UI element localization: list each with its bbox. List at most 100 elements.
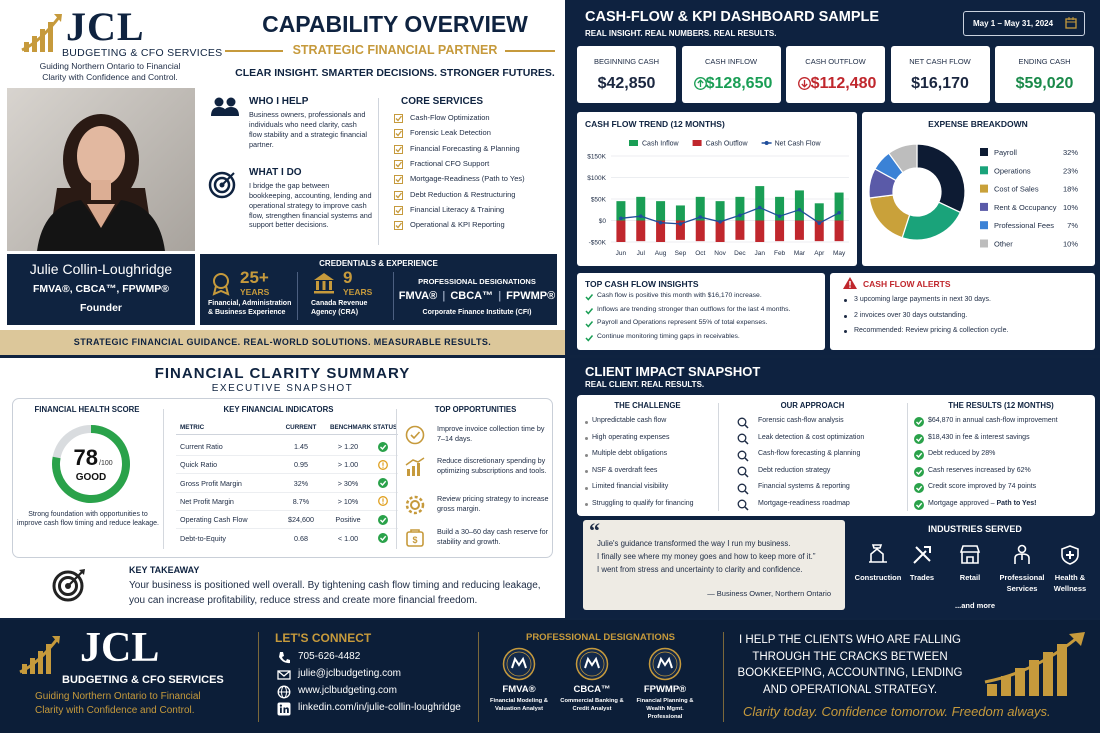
decoration — [394, 144, 403, 154]
decoration — [693, 77, 707, 90]
x-tick-label: Mar — [794, 250, 806, 257]
contact-icon — [277, 702, 291, 716]
decoration — [378, 514, 388, 525]
decoration — [869, 544, 887, 563]
approach-icon — [737, 466, 749, 478]
industry-label: Health & Wellness — [1053, 573, 1087, 593]
date-text: May 1 – May 31, 2024 — [973, 19, 1054, 28]
x-tick-label: Apr — [814, 250, 825, 257]
table-cell: $24,600 — [288, 515, 314, 525]
kpi-label: NET CASH FLOW — [909, 57, 971, 66]
warning-icon — [843, 277, 857, 289]
summary-title: FINANCIAL CLARITY SUMMARY — [154, 365, 411, 382]
dashboard-title: CASH-FLOW & KPI DASHBOARD SAMPLE — [585, 9, 880, 25]
decoration — [987, 684, 997, 696]
separator: | — [498, 290, 502, 302]
decoration — [1066, 551, 1074, 559]
column-header: BENCHMARK — [330, 424, 372, 431]
designation-desc: Financial Modeling & Valuation Analyst — [490, 698, 548, 712]
table-cell: > 1.00 — [337, 460, 359, 470]
slogan: Clarity today. Confidence tomorrow. Free… — [743, 704, 1051, 719]
legend-swatch — [980, 239, 988, 248]
value-label: 10% — [1063, 203, 1078, 212]
divider — [393, 272, 394, 320]
who-text: Business owners, professionals and indiv… — [249, 110, 368, 149]
pie-slice — [901, 201, 962, 241]
decoration — [1061, 545, 1079, 565]
legend-label: Cash Outflow — [706, 141, 749, 148]
insights-heading: TOP CASH FLOW INSIGHTS — [585, 279, 699, 289]
decoration — [208, 171, 236, 199]
divider — [907, 403, 908, 511]
alerts-heading: CASH FLOW ALERTS — [863, 279, 951, 289]
decoration — [405, 457, 425, 466]
decoration — [412, 466, 415, 476]
bar — [794, 190, 804, 221]
decoration — [394, 221, 403, 231]
result-item: Debt reduced by 28% — [928, 450, 996, 457]
result-bold: Path to Yes! — [996, 499, 1037, 507]
decoration — [737, 433, 747, 443]
decoration — [380, 444, 387, 450]
decoration — [283, 707, 289, 713]
checkbox-icon — [394, 159, 403, 169]
pie-slice — [916, 143, 966, 214]
decoration — [91, 180, 111, 200]
bar — [695, 220, 705, 242]
bar — [616, 220, 626, 242]
divider — [478, 632, 479, 722]
x-tick-label: Aug — [655, 250, 667, 257]
divider — [258, 632, 259, 722]
industry-icon — [959, 545, 981, 564]
value-label: 32% — [1063, 148, 1078, 157]
core-item: Financial Literacy & Training — [410, 204, 505, 214]
bullet — [585, 503, 588, 506]
opportunity-item: Reduce discretionary spending by optimiz… — [437, 456, 547, 475]
kpi-value: $59,020 — [1015, 75, 1074, 92]
x-tick-label: May — [833, 250, 846, 257]
contact-item: www.jclbudgeting.com — [298, 685, 397, 696]
bullet — [844, 314, 847, 318]
kpi-value: $112,480 — [810, 75, 877, 92]
bullet — [844, 299, 847, 302]
contact-item: julie@jclbudgeting.com — [298, 668, 401, 679]
legend-label: Cash Inflow — [642, 141, 680, 148]
legend-swatch — [629, 140, 638, 146]
x-tick-label: Dec — [734, 250, 746, 257]
who-heading: WHO I HELP — [249, 96, 309, 107]
decoration — [37, 200, 165, 251]
net-point — [817, 221, 822, 225]
logo-icon — [21, 14, 62, 52]
column-header: STATUS — [373, 424, 398, 431]
decoration — [506, 651, 532, 677]
challenge-item: High operating expenses — [592, 433, 670, 441]
cred-unit: YEARS — [240, 287, 270, 297]
decoration — [395, 146, 403, 153]
decoration — [382, 498, 384, 503]
x-tick-label: Nov — [714, 250, 726, 257]
challenge-item: Limited financial visibility — [592, 483, 669, 490]
decoration — [1065, 18, 1077, 29]
decoration — [52, 636, 60, 644]
decoration — [46, 644, 51, 674]
photo-figure — [37, 114, 165, 251]
net-point — [638, 214, 643, 218]
kpi-label: BEGINNING CASH — [593, 57, 659, 66]
result-item: $18,430 in fee & interest savings — [928, 433, 1030, 441]
decoration — [410, 500, 420, 510]
quote-author: — Business Owner, Northern Ontario — [707, 589, 831, 598]
core-item: Forensic Leak Detection — [410, 128, 491, 138]
bar — [814, 203, 824, 221]
legend-swatch — [692, 140, 702, 146]
industry-icon — [913, 546, 931, 564]
column-header: CURRENT — [285, 424, 317, 431]
decoration — [959, 545, 981, 564]
opportunity-item: Improve invoice collection time by 7–14 … — [437, 424, 545, 443]
decoration — [652, 651, 678, 677]
decoration — [394, 175, 403, 185]
net-point — [698, 215, 703, 219]
summary-box: FINANCIAL HEALTH SCORE 78/100 GOOD Strong f… — [12, 398, 553, 558]
decoration — [744, 423, 749, 429]
growth-graphic — [984, 632, 1085, 696]
decoration — [314, 273, 334, 280]
